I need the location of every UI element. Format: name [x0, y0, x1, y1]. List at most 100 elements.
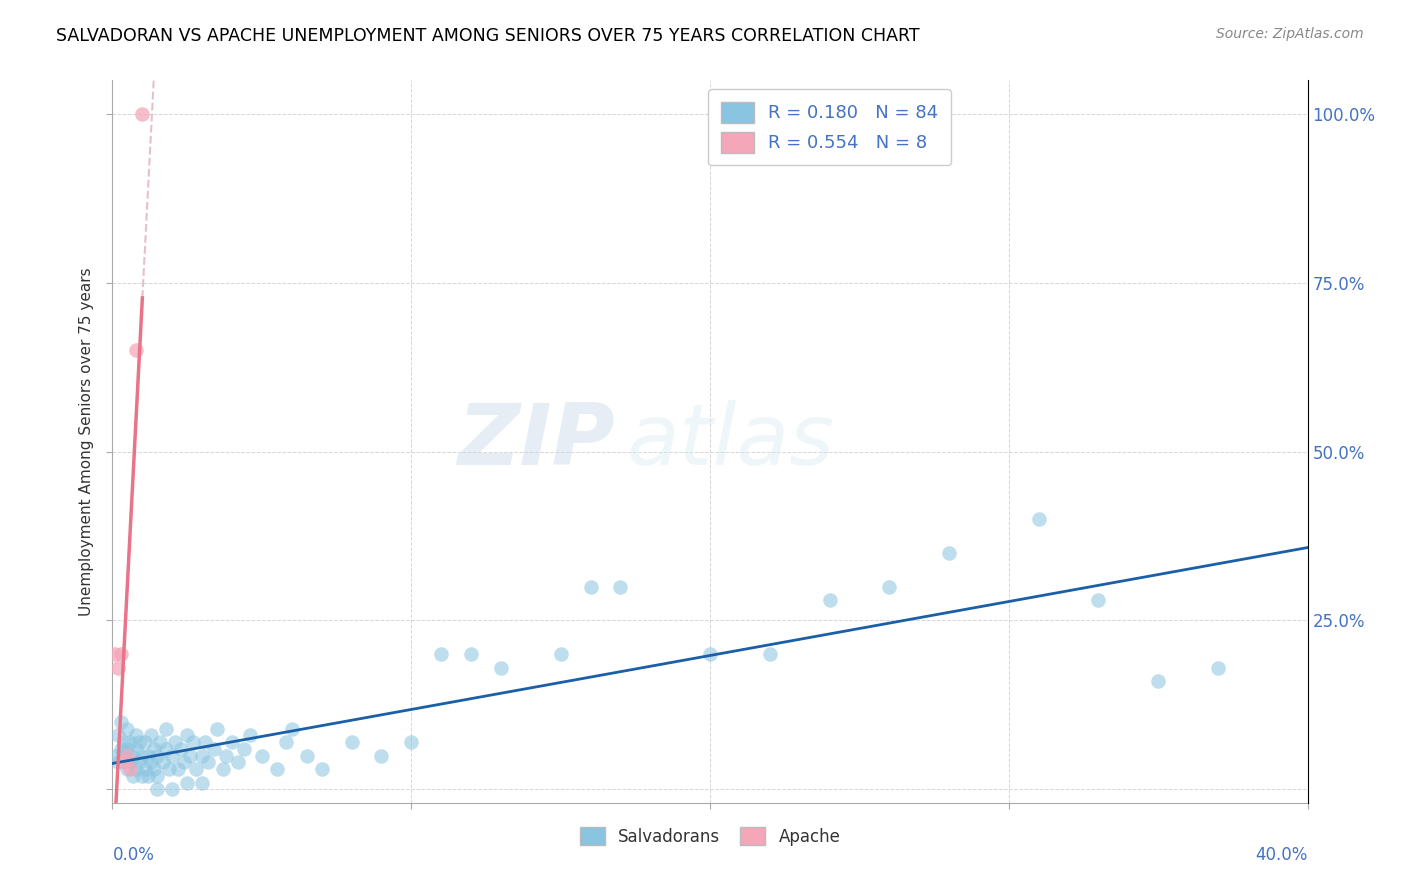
Point [138, 748, 160, 763]
Point [938, 546, 960, 560]
Point [110, 647, 132, 661]
Point [221, 735, 243, 749]
Point [167, 762, 190, 776]
Point [266, 762, 288, 776]
Point [759, 647, 782, 661]
Point [114, 756, 135, 770]
Point [162, 748, 183, 763]
Text: ZIP: ZIP [457, 400, 614, 483]
Point [609, 580, 631, 594]
Point [120, 735, 142, 749]
Point [107, 756, 129, 770]
Point [138, 769, 160, 783]
Point [128, 735, 150, 749]
Point [579, 580, 602, 594]
Point [149, 735, 172, 749]
Point [117, 741, 139, 756]
Point [176, 728, 198, 742]
Point [152, 756, 174, 770]
Point [879, 580, 901, 594]
Point [155, 722, 177, 736]
Point [143, 762, 166, 776]
Text: SALVADORAN VS APACHE UNEMPLOYMENT AMONG SENIORS OVER 75 YEARS CORRELATION CHART: SALVADORAN VS APACHE UNEMPLOYMENT AMONG … [56, 27, 920, 45]
Point [146, 769, 169, 783]
Point [340, 735, 363, 749]
Point [134, 735, 156, 749]
Point [1206, 661, 1229, 675]
Point [1147, 674, 1170, 689]
Point [128, 756, 150, 770]
Point [131, 107, 153, 121]
Point [401, 735, 423, 749]
Point [181, 735, 204, 749]
Point [370, 748, 392, 763]
Point [295, 748, 318, 763]
Point [125, 741, 148, 756]
Point [146, 782, 169, 797]
Text: Source: ZipAtlas.com: Source: ZipAtlas.com [1216, 27, 1364, 41]
Point [122, 748, 145, 763]
Point [197, 756, 219, 770]
Point [205, 722, 228, 736]
Point [550, 647, 572, 661]
Point [146, 748, 169, 763]
Point [117, 722, 139, 736]
Point [460, 647, 482, 661]
Point [117, 762, 139, 776]
Point [120, 762, 142, 776]
Point [114, 748, 135, 763]
Point [699, 647, 721, 661]
Point [122, 769, 145, 783]
Point [162, 782, 183, 797]
Point [226, 756, 249, 770]
Point [215, 748, 238, 763]
Point [176, 775, 198, 789]
Point [281, 722, 304, 736]
Text: 0.0%: 0.0% [112, 847, 155, 864]
Point [104, 748, 127, 763]
Point [125, 343, 148, 358]
Point [134, 762, 156, 776]
Point [239, 728, 262, 742]
Point [233, 741, 256, 756]
Point [170, 741, 193, 756]
Point [110, 741, 132, 756]
Point [430, 647, 453, 661]
Point [141, 756, 163, 770]
Point [194, 735, 217, 749]
Point [250, 748, 273, 763]
Point [125, 762, 148, 776]
Point [191, 748, 214, 763]
Point [131, 769, 153, 783]
Point [155, 741, 177, 756]
Point [191, 775, 214, 789]
Point [114, 735, 135, 749]
Point [1028, 512, 1050, 526]
Point [143, 741, 166, 756]
Point [141, 728, 163, 742]
Legend: Salvadorans, Apache: Salvadorans, Apache [574, 821, 846, 852]
Text: 40.0%: 40.0% [1256, 847, 1308, 864]
Point [274, 735, 297, 749]
Point [1087, 593, 1109, 607]
Point [489, 661, 512, 675]
Point [173, 756, 195, 770]
Point [125, 728, 148, 742]
Point [110, 714, 132, 729]
Point [311, 762, 333, 776]
Point [157, 762, 180, 776]
Point [818, 593, 841, 607]
Y-axis label: Unemployment Among Seniors over 75 years: Unemployment Among Seniors over 75 years [79, 268, 94, 615]
Point [165, 735, 187, 749]
Point [212, 762, 235, 776]
Point [117, 748, 139, 763]
Point [107, 728, 129, 742]
Text: atlas: atlas [627, 400, 834, 483]
Point [131, 748, 153, 763]
Point [179, 748, 201, 763]
Point [186, 762, 208, 776]
Point [107, 661, 129, 675]
Point [120, 756, 142, 770]
Point [202, 741, 225, 756]
Point [104, 647, 127, 661]
